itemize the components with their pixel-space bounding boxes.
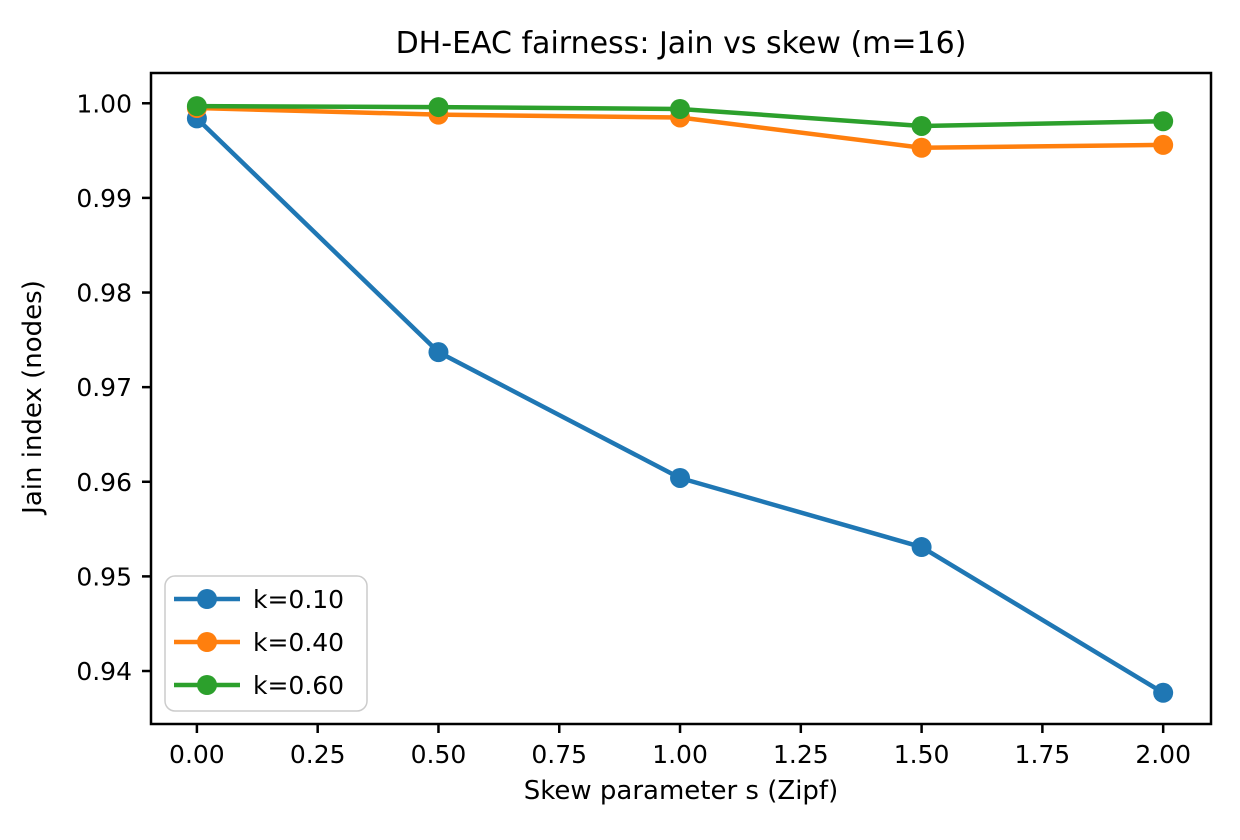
x-tick-label: 0.25 — [290, 740, 346, 769]
x-tick-label: 1.25 — [773, 740, 829, 769]
series-marker-k=0.60 — [670, 98, 691, 119]
series-marker-k=0.60 — [1153, 111, 1174, 132]
series-marker-k=0.60 — [428, 97, 449, 118]
x-tick-label: 1.50 — [894, 740, 950, 769]
chart-title: DH-EAC fairness: Jain vs skew (m=16) — [395, 26, 967, 61]
x-tick-label: 1.00 — [652, 740, 708, 769]
y-tick-label: 0.98 — [76, 279, 132, 308]
x-axis-label: Skew parameter s (Zipf) — [523, 776, 839, 806]
legend-marker-k=0.10 — [197, 589, 217, 609]
legend-label-k=0.10: k=0.10 — [253, 585, 344, 614]
legend-marker-k=0.60 — [197, 675, 217, 695]
legend-label-k=0.40: k=0.40 — [253, 628, 344, 657]
series-marker-k=0.10 — [428, 342, 449, 363]
series-marker-k=0.10 — [1153, 682, 1174, 703]
series-marker-k=0.40 — [1153, 134, 1174, 155]
y-tick-label: 0.97 — [76, 373, 132, 402]
x-tick-label: 0.75 — [531, 740, 587, 769]
x-tick-label: 2.00 — [1135, 740, 1191, 769]
series-marker-k=0.60 — [186, 96, 207, 117]
x-tick-label: 0.00 — [169, 740, 225, 769]
series-marker-k=0.10 — [911, 537, 932, 558]
series-marker-k=0.60 — [911, 115, 932, 136]
y-tick-label: 0.95 — [76, 562, 132, 591]
y-tick-label: 0.94 — [76, 657, 132, 686]
series-marker-k=0.10 — [670, 467, 691, 488]
x-tick-label: 1.75 — [1015, 740, 1071, 769]
y-tick-label: 1.00 — [76, 89, 132, 118]
series-marker-k=0.40 — [911, 137, 932, 158]
y-tick-label: 0.96 — [76, 468, 132, 497]
legend-label-k=0.60: k=0.60 — [253, 671, 344, 700]
y-tick-label: 0.99 — [76, 184, 132, 213]
legend-marker-k=0.40 — [197, 632, 217, 652]
legend-box — [164, 575, 368, 712]
x-tick-label: 0.50 — [411, 740, 467, 769]
